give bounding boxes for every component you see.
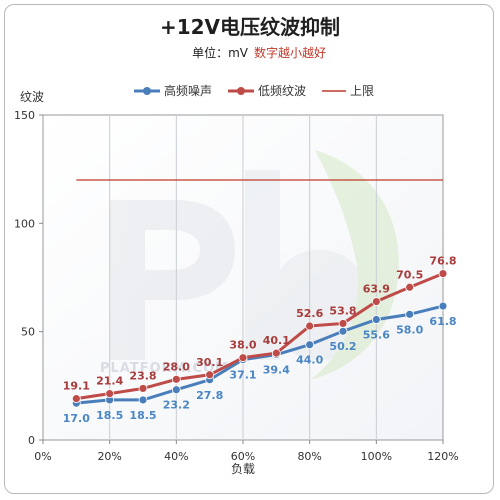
data-label-low: 53.8 [329, 304, 356, 317]
x-axis-label: 负载 [231, 462, 255, 476]
series-layer [71, 179, 448, 408]
data-label-low: 63.9 [363, 283, 390, 296]
data-labels: 17.0 18.5 18.5 23.2 27.8 37.1 39.4 44.0 50.2 55.6… [63, 255, 457, 426]
data-point-low [71, 394, 81, 404]
data-label-high: 27.8 [196, 389, 223, 402]
legend-marker-high [143, 87, 151, 95]
data-label-high: 18.5 [129, 409, 156, 422]
data-label-low: 70.5 [396, 268, 423, 281]
chart-subtitle-note: 数字越小越好 [254, 45, 326, 60]
data-label-high: 55.6 [363, 329, 390, 342]
data-point-low [438, 269, 448, 279]
data-label-low: 19.1 [63, 380, 90, 393]
x-tick-label: 80% [297, 450, 321, 463]
x-tick-label: 40% [164, 450, 188, 463]
grid-lines [109, 115, 377, 440]
x-tick-label: 20% [97, 450, 121, 463]
legend: 高频噪声 低频纹波 上限 [134, 83, 374, 98]
legend-marker-low [237, 87, 245, 95]
y-tick-label: 0 [28, 434, 35, 447]
x-tick-label: 60% [231, 450, 255, 463]
data-label-high: 37.1 [229, 369, 256, 382]
data-label-low: 23.8 [129, 369, 156, 382]
data-label-low: 28.0 [163, 360, 190, 373]
axis-ticks: 0% 20% 40% 60% 80% 100% 120% 0 50 100 150 [14, 109, 459, 463]
data-point-low [138, 384, 148, 393]
watermark-text: PLATFORM.COM [100, 361, 229, 376]
data-point-low [405, 282, 415, 292]
data-label-high: 17.0 [63, 412, 90, 425]
series-line-high [76, 304, 444, 405]
data-point-high [405, 309, 415, 319]
legend-label-limit: 上限 [350, 84, 374, 98]
data-label-low: 76.8 [429, 255, 456, 268]
data-point-high [438, 301, 448, 311]
data-point-high [305, 340, 315, 350]
chart-subtitle-unit: 单位：mV [192, 45, 249, 60]
data-label-high: 50.2 [329, 340, 356, 353]
data-point-low [305, 321, 315, 331]
legend-label-high: 高频噪声 [164, 83, 212, 98]
data-label-high: 18.5 [96, 409, 123, 422]
x-tick-label: 100% [361, 450, 392, 463]
x-tick-label: 120% [427, 450, 458, 463]
data-label-high: 23.2 [163, 399, 190, 412]
data-label-high: 58.0 [396, 323, 423, 336]
chart-title: +12V电压纹波抑制 [160, 15, 340, 39]
x-tick-label: 0% [34, 450, 51, 463]
data-label-high: 39.4 [263, 364, 290, 377]
data-point-low [338, 319, 348, 328]
data-point-low [238, 353, 248, 363]
y-tick-label: 100 [14, 217, 35, 230]
data-point-low [271, 348, 281, 358]
legend-label-low: 低频纹波 [258, 84, 306, 98]
data-point-low [371, 297, 381, 306]
data-label-high: 61.8 [429, 315, 456, 328]
data-point-low [105, 389, 115, 399]
data-label-low: 30.1 [196, 356, 223, 369]
data-label-high: 44.0 [296, 354, 323, 367]
data-label-low: 40.1 [263, 334, 290, 347]
data-label-low: 21.4 [96, 375, 123, 388]
data-label-low: 38.0 [229, 339, 256, 352]
y-axis-label: 纹波 [20, 90, 44, 104]
data-point-high [338, 326, 348, 336]
data-label-low: 52.6 [296, 307, 323, 320]
y-tick-label: 50 [21, 326, 35, 339]
data-point-high [171, 385, 181, 395]
data-point-low [171, 374, 181, 384]
data-point-low [205, 370, 215, 380]
data-point-high [138, 395, 148, 405]
series-line-low [76, 272, 444, 401]
y-tick-label: 150 [14, 109, 35, 122]
data-point-high [371, 315, 381, 324]
